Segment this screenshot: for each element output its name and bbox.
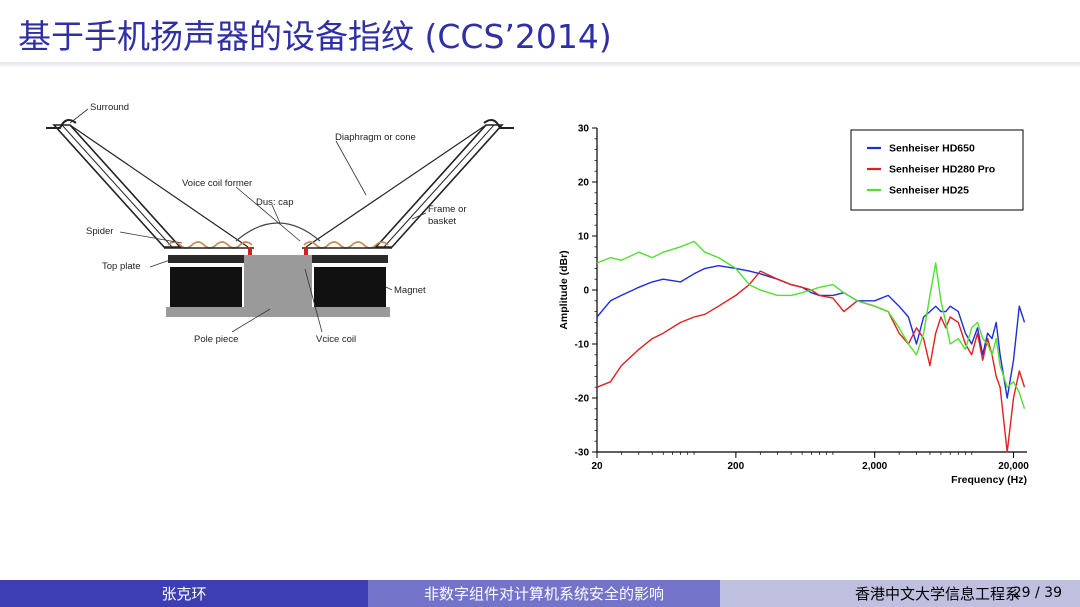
label-diaphragm: Diaphragm or cone (335, 132, 416, 143)
right-magnet (314, 267, 386, 307)
x-tick-label: 20,000 (998, 461, 1029, 472)
speaker-cross-section-diagram: Surround Diaphragm or cone Voice coil fo… (46, 102, 514, 345)
left-surround (46, 118, 77, 129)
right-top-plate (310, 255, 388, 263)
left-top-plate (168, 255, 246, 263)
back-plate (166, 307, 390, 317)
y-tick-label: 10 (578, 232, 590, 243)
label-voice-coil-former: Voice coil former (182, 178, 252, 189)
chart-legend: Senheiser HD650 Senheiser HD280 Pro Senhei… (850, 129, 1024, 211)
slide-title: 基于手机扬声器的设备指纹 (CCS’2014) (18, 17, 612, 56)
label-dust-cap: Dus: cap (256, 197, 294, 208)
label-voice-coil: Vcice coil (316, 334, 356, 345)
y-tick-label: -30 (575, 448, 590, 459)
label-pole-piece: Pole piece (194, 334, 238, 345)
right-surround (483, 118, 514, 129)
footer-institution: 香港中文大学信息工程系 (720, 580, 1080, 607)
chart-series (596, 240, 1026, 453)
y-axis-title: Amplitude (dBr) (558, 250, 570, 329)
series-line-2 (596, 270, 1026, 453)
y-tick-label: -10 (575, 340, 590, 351)
dust-cap (235, 222, 321, 242)
footer-author: 张克环 (0, 580, 368, 607)
x-tick-label: 200 (728, 461, 745, 472)
footer-talk-title: 非数字组件对计算机系统安全的影响 (368, 580, 720, 607)
series-line-1 (596, 264, 1026, 399)
footer-bar: 张克环 非数字组件对计算机系统安全的影响 香港中文大学信息工程系 29 / 39 (0, 580, 1080, 607)
legend-label-1: Senheiser HD650 (889, 143, 975, 155)
left-magnet (170, 267, 242, 307)
y-tick-label: 20 (578, 178, 590, 189)
y-tick-label: 30 (578, 124, 590, 135)
pole-piece (254, 255, 302, 311)
label-surround: Surround (90, 102, 129, 113)
label-frame-line2: basket (428, 216, 456, 227)
footer-page-number: 29 / 39 (1012, 585, 1062, 601)
title-divider (0, 62, 1080, 68)
y-tick-label: -20 (575, 394, 590, 405)
x-axis-title: Frequency (Hz) (951, 474, 1027, 486)
label-frame-line1: Frame or (428, 204, 467, 215)
y-tick-label: 0 (583, 286, 589, 297)
label-spider: Spider (86, 226, 113, 237)
legend-label-2: Senheiser HD280 Pro (889, 164, 995, 176)
x-tick-label: 20 (591, 461, 603, 472)
label-magnet: Magnet (394, 285, 426, 296)
series-line-3 (596, 240, 1026, 410)
label-top-plate: Top plate (102, 261, 141, 272)
x-tick-label: 2,000 (862, 461, 887, 472)
legend-label-3: Senheiser HD25 (889, 185, 969, 197)
